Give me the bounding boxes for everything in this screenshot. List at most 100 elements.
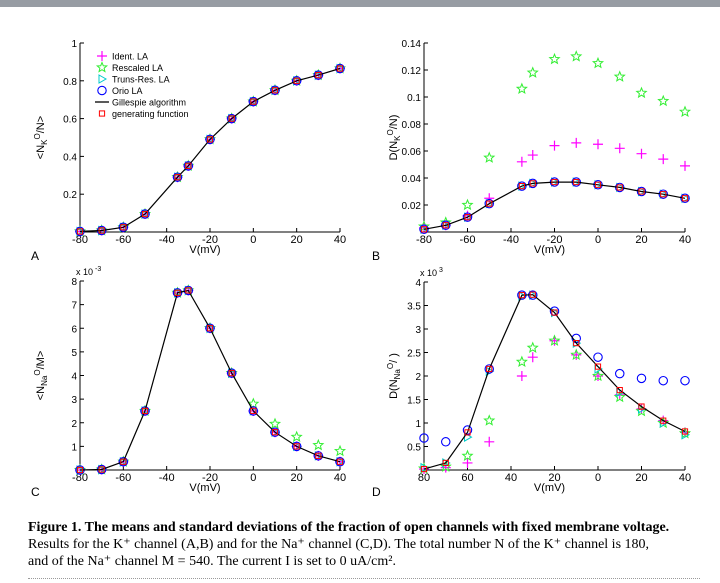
x-axis-label: V(mV) <box>534 482 565 494</box>
data-point-circle <box>97 85 107 96</box>
legend-entry: Truns-Res. LA <box>112 75 170 85</box>
y-tick-label: 2 <box>71 419 77 430</box>
data-point-square <box>442 459 449 467</box>
data-point-square <box>293 77 300 84</box>
series-line <box>423 294 686 470</box>
data-point-square <box>681 428 689 435</box>
data-point-square <box>638 188 645 195</box>
data-point-circle <box>183 161 194 171</box>
data-point-square <box>293 443 300 450</box>
data-point-square <box>594 181 602 188</box>
x-tick-label: 20 <box>548 472 560 484</box>
data-point-square <box>638 403 645 410</box>
data-point-square <box>185 162 192 169</box>
panel-a: -80 -60 -40 -20 0 20 40 0.2 0.4 0.6 0.8 1 V(mV) <NKO/… <box>31 39 346 263</box>
y-tick-label: 2.5 <box>407 349 421 360</box>
y-tick-label: 0.6 <box>63 115 77 126</box>
data-point-square <box>120 224 127 231</box>
data-point-star <box>461 449 474 462</box>
x-axis-label: V(mV) <box>534 244 565 256</box>
data-point-plus <box>680 160 690 171</box>
data-point-plus <box>658 154 669 165</box>
data-point-plus <box>549 140 560 151</box>
data-point-plus <box>636 148 647 159</box>
data-point-square <box>76 466 84 474</box>
axis-scale-label: x 10 -3 <box>76 266 101 277</box>
data-point-circle <box>419 224 429 235</box>
x-tick-label: -20 <box>202 234 218 246</box>
x-tick-label: 0 <box>250 472 256 484</box>
data-point-plus <box>614 143 625 154</box>
data-point-square <box>315 452 322 459</box>
data-point-star <box>290 430 303 443</box>
data-point-circle <box>140 406 150 416</box>
y-tick-label: 0.5 <box>407 443 421 454</box>
y-tick-label: 0.08 <box>402 120 422 131</box>
x-tick-label: -60 <box>115 472 131 484</box>
y-tick-label: 7 <box>71 301 77 312</box>
y-tick-label: 0.04 <box>402 174 422 185</box>
data-point-square <box>486 365 493 373</box>
data-point-square <box>185 287 192 294</box>
data-point-circle <box>270 85 280 96</box>
data-point-star <box>268 417 282 430</box>
x-tick-label: 20 <box>635 234 647 246</box>
data-point-plus <box>527 150 538 161</box>
data-point-plus <box>484 436 495 447</box>
legend-entry: generating function <box>112 109 189 119</box>
panel-c: -80 -60 -40 -20 0 20 40 1 2 3 4 5 6 7 8 V(mV) <NNaO/M> x … <box>31 266 346 499</box>
y-tick-label: 1 <box>71 442 77 453</box>
data-point-square <box>228 115 235 122</box>
data-point-square <box>442 222 449 229</box>
y-tick-label: 0.14 <box>402 39 422 50</box>
data-point-square <box>660 417 667 424</box>
x-axis-label: V(mV) <box>189 244 220 256</box>
data-point-star <box>515 355 528 368</box>
panel-letter-a: A <box>31 249 39 263</box>
data-point-star <box>439 460 452 472</box>
y-tick-label: 0.4 <box>63 152 77 163</box>
data-point-square <box>141 210 149 218</box>
data-point-square <box>551 178 558 186</box>
data-point-circle <box>118 456 129 467</box>
data-point-star <box>461 198 474 211</box>
data-point-circle <box>462 425 473 435</box>
data-point-square <box>420 226 428 233</box>
data-point-circle <box>636 373 647 384</box>
data-point-circle <box>419 433 429 443</box>
data-point-triangle <box>98 74 108 84</box>
y-tick-label: 0.8 <box>63 77 77 88</box>
data-point-star <box>678 426 692 439</box>
data-point-square <box>174 174 181 181</box>
data-point-square <box>551 309 558 316</box>
y-tick-label: 3 <box>415 325 421 336</box>
x-tick-label: -60 <box>115 234 131 246</box>
data-point-triangle <box>681 429 691 440</box>
data-point-square <box>315 72 322 79</box>
data-point-plus <box>571 137 582 148</box>
axis-scale-label: x 10 3 <box>420 267 443 278</box>
y-axis-label: D(NNaO/ ) <box>386 353 402 399</box>
data-point-star <box>591 369 605 382</box>
data-point-circle <box>205 323 215 333</box>
data-point-square <box>486 200 493 207</box>
x-tick-label: 0 <box>250 234 256 246</box>
y-tick-label: 3 <box>71 395 77 406</box>
data-point-star <box>657 94 670 107</box>
data-point-circle <box>248 406 259 416</box>
data-point-circle <box>205 134 215 145</box>
data-point-circle <box>593 352 603 362</box>
x-tick-label: 40 <box>679 472 691 484</box>
series-line <box>423 181 686 230</box>
data-point-circle <box>183 285 194 296</box>
data-point-star <box>333 444 347 457</box>
x-tick-label: -80 <box>72 472 88 484</box>
data-point-circle <box>226 368 237 378</box>
y-tick-label: 4 <box>415 278 421 289</box>
data-point-circle <box>291 441 302 452</box>
y-tick-label: 5 <box>71 348 77 359</box>
data-point-circle <box>462 212 473 222</box>
data-point-square <box>98 466 105 473</box>
x-tick-label: 20 <box>635 472 647 484</box>
data-point-circle <box>335 456 345 467</box>
